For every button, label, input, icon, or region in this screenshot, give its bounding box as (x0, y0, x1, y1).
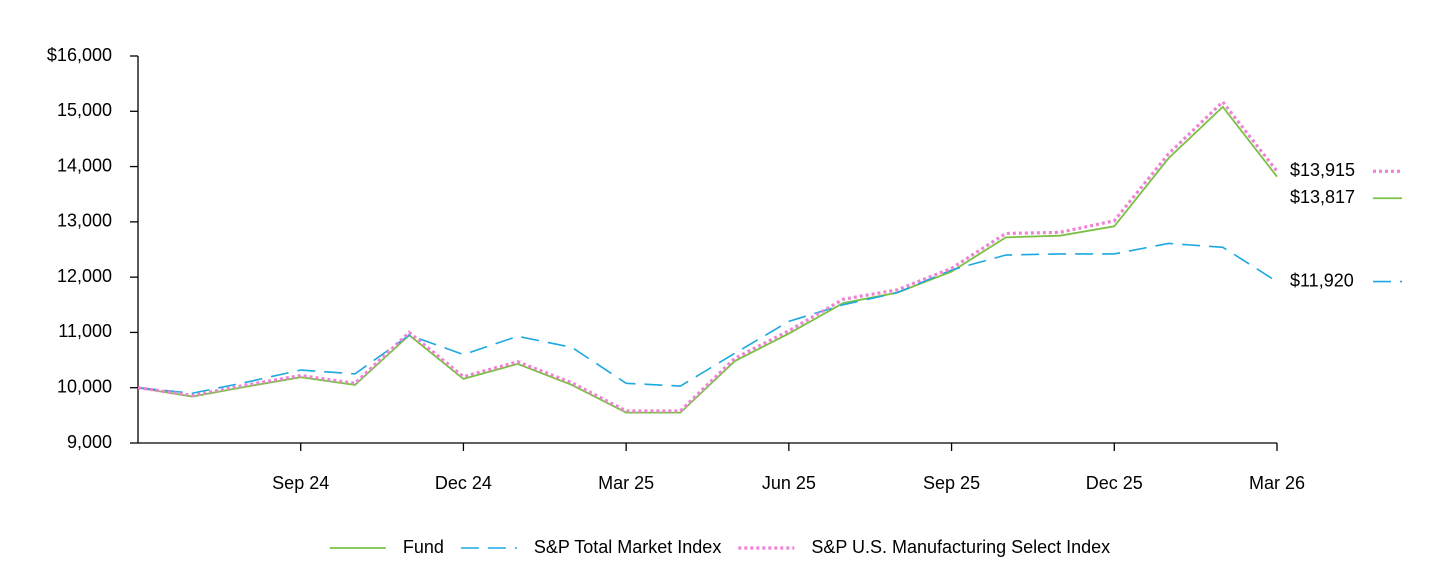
y-tick-label: 15,000 (57, 100, 112, 120)
y-tick-label: 13,000 (57, 211, 112, 231)
x-tick-label: Dec 25 (1086, 473, 1143, 493)
legend: Fund S&P Total Market Index S&P U.S. Manuf… (329, 537, 1110, 557)
end-label: $13,915 (1290, 160, 1355, 180)
y-tick-label: 10,000 (57, 376, 112, 396)
y-tick-label: 11,000 (58, 321, 112, 341)
y-tick-label: $16,000 (47, 45, 112, 65)
x-tick-label: Sep 25 (923, 473, 980, 493)
x-tick-label: Mar 26 (1249, 473, 1305, 493)
legend-label: Fund (403, 537, 444, 557)
x-tick-label: Mar 25 (598, 473, 654, 493)
end-label: $11,920 (1290, 270, 1354, 290)
x-tick-label: Jun 25 (762, 473, 816, 493)
x-tick-label: Sep 24 (272, 473, 329, 493)
x-tick-label: Dec 24 (435, 473, 492, 493)
end-label: $13,817 (1290, 187, 1355, 207)
series-line (137, 99, 1279, 413)
y-tick-label: 14,000 (57, 155, 112, 175)
legend-label: S&P Total Market Index (534, 537, 721, 557)
y-tick-label: 9,000 (67, 432, 112, 452)
legend-label: S&P U.S. Manufacturing Select Index (811, 537, 1110, 557)
series-line (137, 105, 1278, 414)
series-line (137, 242, 1278, 395)
y-tick-label: 12,000 (57, 266, 112, 286)
